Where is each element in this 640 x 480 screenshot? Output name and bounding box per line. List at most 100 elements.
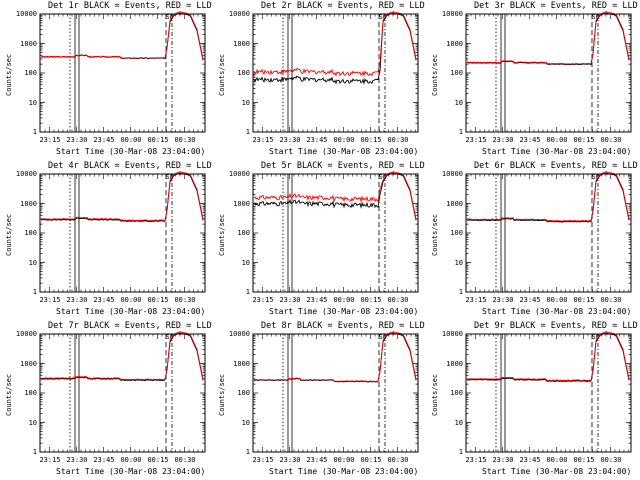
- panel-title: Det 3r BLACK = Events, RED = LLD: [474, 1, 638, 11]
- x-axis-label: Start Time (30-Mar-08 23:04:00): [269, 147, 419, 156]
- spike-annotation: SC: [592, 14, 600, 21]
- series-lld-line: [466, 171, 630, 222]
- x-tick-label: 23:45: [306, 456, 328, 464]
- spike-annotation: SC: [379, 334, 387, 341]
- x-tick-label: 00:30: [174, 456, 196, 464]
- plot-frame: [39, 13, 206, 133]
- spike-annotation: SC: [166, 14, 174, 21]
- series-events-line: [466, 332, 630, 382]
- x-tick-label: 00:00: [333, 136, 355, 144]
- x-tick-label: 00:30: [387, 456, 409, 464]
- detector-panel-4: Det 4r BLACK = Events, RED = LLD Counts/s…: [0, 160, 213, 320]
- y-tick-label: 10: [454, 418, 463, 427]
- y-tick-label: 1: [32, 288, 37, 296]
- x-tick-label: 00:15: [147, 456, 169, 464]
- x-axis-label: Start Time (30-Mar-08 23:04:00): [482, 147, 632, 156]
- y-tick-label: 1: [458, 448, 463, 456]
- y-tick-label: 100: [24, 389, 37, 397]
- x-tick-label: 23:30: [66, 296, 88, 304]
- series-events-line: [253, 332, 417, 383]
- x-tick-label: 00:15: [360, 456, 382, 464]
- y-tick-label: 1: [32, 448, 37, 456]
- x-tick-label: 23:15: [39, 456, 61, 464]
- series-events-line: [40, 12, 204, 61]
- x-tick-label: 00:30: [387, 136, 409, 144]
- y-tick-label: 10000: [441, 10, 463, 18]
- x-tick-label: 00:30: [387, 296, 409, 304]
- x-tick-label: 23:45: [306, 136, 328, 144]
- x-tick-label: 23:45: [93, 296, 115, 304]
- y-tick-label: 1000: [446, 359, 463, 368]
- x-tick-label: 23:15: [39, 136, 61, 144]
- y-tick-label: 100: [450, 389, 463, 397]
- x-tick-label: 23:15: [252, 296, 274, 304]
- x-axis-label: Start Time (30-Mar-08 23:04:00): [482, 307, 632, 316]
- x-tick-label: 00:30: [174, 136, 196, 144]
- x-tick-label: 23:15: [252, 456, 274, 464]
- series-events-line: [466, 172, 630, 223]
- x-tick-label: 00:30: [174, 296, 196, 304]
- x-tick-label: 00:00: [333, 296, 355, 304]
- spike-annotation: SC: [592, 174, 600, 181]
- x-tick-label: 00:00: [120, 296, 142, 304]
- series-lld-line: [253, 331, 417, 383]
- y-tick-label: 1: [458, 128, 463, 136]
- x-tick-label: 00:15: [147, 136, 169, 144]
- x-tick-label: 23:15: [252, 136, 274, 144]
- x-axis-label: Start Time (30-Mar-08 23:04:00): [56, 147, 206, 156]
- plot-svg: [39, 171, 206, 293]
- plot-svg: [465, 171, 632, 293]
- x-tick-label: 23:30: [279, 136, 301, 144]
- x-tick-label: 23:30: [492, 296, 514, 304]
- y-tick-label: 100: [237, 389, 250, 397]
- series-events-line: [253, 172, 417, 221]
- y-tick-label: 100: [24, 69, 37, 77]
- detector-panel-9: Det 9r BLACK = Events, RED = LLD Counts/s…: [426, 320, 639, 480]
- plot-frame: [465, 13, 632, 133]
- y-tick-label: 10: [454, 258, 463, 267]
- y-tick-label: 1000: [20, 199, 37, 208]
- x-tick-label: 00:00: [546, 296, 568, 304]
- x-tick-label: 23:45: [93, 136, 115, 144]
- panel-title: Det 9r BLACK = Events, RED = LLD: [474, 321, 638, 331]
- plot-frame: [465, 333, 632, 453]
- y-tick-label: 10000: [228, 10, 250, 18]
- y-tick-label: 10000: [15, 170, 37, 178]
- x-tick-label: 00:00: [120, 136, 142, 144]
- series-lld-line: [467, 11, 630, 65]
- y-tick-label: 1000: [233, 39, 250, 48]
- x-tick-label: 23:45: [93, 456, 115, 464]
- detector-panel-3: Det 3r BLACK = Events, RED = LLD Counts/s…: [426, 0, 639, 160]
- panel-title: Det 6r BLACK = Events, RED = LLD: [474, 161, 638, 171]
- series-lld-line: [40, 331, 204, 381]
- y-tick-label: 10: [28, 98, 37, 107]
- x-tick-label: 00:15: [573, 296, 595, 304]
- y-tick-label: 10: [28, 418, 37, 427]
- y-tick-label: 10000: [441, 170, 463, 178]
- y-tick-label: 1000: [446, 199, 463, 208]
- x-tick-label: 23:15: [465, 456, 487, 464]
- y-tick-label: 10000: [15, 10, 37, 18]
- spike-annotation: SC: [379, 14, 387, 21]
- y-tick-label: 10000: [228, 330, 250, 338]
- x-tick-label: 23:30: [492, 136, 514, 144]
- detector-panel-1: Det 1r BLACK = Events, RED = LLD Counts/s…: [0, 0, 213, 160]
- detector-panel-8: Det 8r BLACK = Events, RED = LLD Counts/s…: [213, 320, 426, 480]
- y-tick-label: 1000: [233, 199, 250, 208]
- y-tick-label: 100: [237, 229, 250, 237]
- y-tick-label: 10: [241, 98, 250, 107]
- detector-panel-6: Det 6r BLACK = Events, RED = LLD Counts/s…: [426, 160, 639, 320]
- x-axis-label: Start Time (30-Mar-08 23:04:00): [56, 307, 206, 316]
- y-tick-label: 100: [450, 69, 463, 77]
- y-tick-label: 100: [24, 229, 37, 237]
- x-axis-label: Start Time (30-Mar-08 23:04:00): [56, 467, 206, 476]
- panel-title: Det 8r BLACK = Events, RED = LLD: [261, 321, 425, 331]
- x-tick-label: 23:30: [66, 456, 88, 464]
- x-tick-label: 00:30: [600, 136, 622, 144]
- plot-svg: [39, 331, 206, 453]
- series-lld-line: [466, 331, 630, 382]
- plot-svg: [465, 331, 632, 453]
- plot-frame: [39, 333, 206, 453]
- x-tick-label: 00:15: [147, 296, 169, 304]
